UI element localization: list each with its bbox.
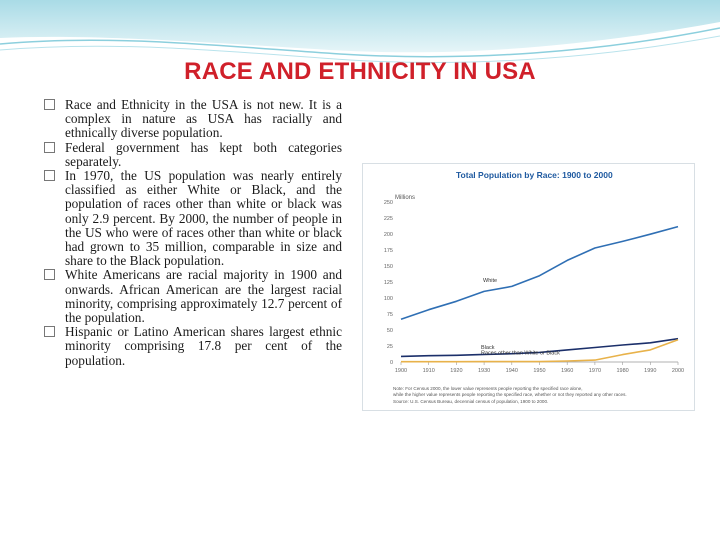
series-line-white [400,225,679,320]
x-tick-label: 1900 [395,368,407,374]
chart-svg: Total Population by Race: 1900 to 2000 Mi… [384,170,684,404]
bullet-item: Federal government has kept both categor… [44,139,342,169]
bullet-text: White Americans are racial majority in 1… [65,267,342,326]
bullet-item: Race and Ethnicity in the USA is not new… [44,97,342,141]
y-tick-label: 150 [384,264,393,270]
chart-title: Total Population by Race: 1900 to 2000 [456,170,613,180]
bullet-list: Race and Ethnicity in the USA is not new… [44,97,342,368]
bullet-square-icon [44,99,55,110]
population-chart: Total Population by Race: 1900 to 2000 Mi… [362,163,695,411]
x-tick-label: 1970 [589,368,601,374]
bullet-square-icon [44,326,55,338]
bullet-square-icon [44,170,55,182]
bullet-square-icon [44,269,55,281]
y-tick-label: 175 [384,248,393,254]
x-tick-label: 1910 [423,368,435,374]
x-tick-label: 2000 [672,368,684,374]
series-line-other-races [401,339,679,363]
x-tick-label: 1950 [533,368,545,374]
bullet-text: Federal government has kept both categor… [65,139,342,169]
slide-title: RACE AND ETHNICITY IN USA [184,58,536,85]
y-tick-label: 125 [384,280,393,286]
y-tick-label: 200 [384,232,393,238]
y-tick-label: 225 [384,216,393,222]
x-tick-label: 1940 [506,368,518,374]
chart-note-line: Note: For Census 2000, the lower value r… [393,386,582,391]
y-axis-label: Millions [395,195,415,201]
y-tick-label: 0 [390,360,393,366]
bullet-text: Race and Ethnicity in the USA is not new… [65,97,342,141]
y-tick-label: 100 [384,296,393,302]
y-tick-label: 75 [387,312,393,318]
y-tick-label: 50 [387,328,393,334]
x-tick-label: 1960 [561,368,573,374]
chart-source: Source: U.S. Census Bureau, decennial ce… [393,399,548,404]
header-wave-decoration [0,0,720,63]
bullet-square-icon [44,141,55,153]
x-tick-label: 1990 [644,368,656,374]
legend-label-white: White [483,278,497,284]
legend-label-black: Black [481,345,495,351]
chart-note-line: while the higher value represents people… [393,392,627,397]
x-tick-label: 1930 [478,368,490,374]
x-tick-label: 1980 [616,368,628,374]
bullet-text: Hispanic or Latino American shares large… [65,324,342,368]
bullet-item: In 1970, the US population was nearly en… [44,168,342,269]
y-tick-label: 250 [384,200,393,206]
y-tick-label: 25 [387,344,393,350]
x-tick-label: 1920 [450,368,462,374]
legend-label-other-races: Races other than White or Black [481,350,560,356]
bullet-item: White Americans are racial majority in 1… [44,268,342,325]
bullet-text: In 1970, the US population was nearly en… [65,168,342,269]
bullet-item: Hispanic or Latino American shares large… [44,325,342,368]
series-line-black [400,337,679,358]
